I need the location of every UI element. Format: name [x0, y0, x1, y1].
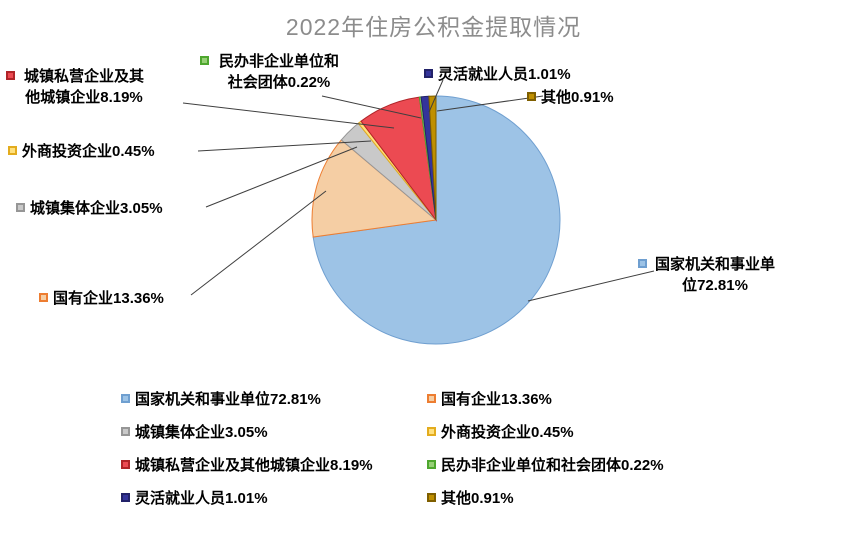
- category-name: 国家机关和事业单位: [135, 391, 271, 408]
- data-label-private-enterprises: 城镇私营企业及其他城镇企业8.19%: [6, 66, 148, 108]
- category-pct: 72.81%: [697, 277, 748, 294]
- pie-slices: [311, 95, 561, 345]
- leader-line-state-owned: [190, 190, 327, 296]
- legend-label: 灵活就业人员1.01%: [135, 487, 268, 508]
- legend-marker-foreign-invested-icon: [427, 427, 436, 436]
- marker-state-organs-icon: [638, 259, 647, 268]
- data-label-foreign-invested: 外商投资企业0.45%: [8, 141, 155, 162]
- category-name: 国家机关和事业单位: [654, 256, 775, 294]
- leader-line-ngo: [321, 95, 422, 119]
- category-name: 城镇私营企业及其他城镇企业: [23, 68, 144, 106]
- category-pct: 13.36%: [113, 290, 164, 307]
- leader-line-flexible-employment: [428, 79, 444, 113]
- data-label-text: 民办非企业单位和社会团体0.22%: [214, 51, 344, 93]
- legend-marker-collective-icon: [121, 427, 130, 436]
- legend-label: 外商投资企业0.45%: [441, 421, 574, 442]
- data-label-text: 城镇私营企业及其他城镇企业8.19%: [20, 66, 148, 108]
- legend-item-flexible-employment: 灵活就业人员1.01%: [121, 487, 427, 508]
- legend-item-state-organs: 国家机关和事业单位72.81%: [121, 388, 427, 409]
- legend-label: 其他0.91%: [441, 487, 514, 508]
- category-name: 城镇集体企业: [30, 200, 121, 217]
- leader-line-private-enterprises: [182, 102, 395, 129]
- category-pct: 8.19%: [330, 457, 373, 474]
- leader-line-collective: [205, 146, 358, 208]
- legend-item-foreign-invested: 外商投资企业0.45%: [427, 421, 807, 442]
- category-name: 国有企业: [441, 391, 502, 408]
- legend-label: 城镇集体企业3.05%: [135, 421, 268, 442]
- legend-item-state-owned: 国有企业13.36%: [427, 388, 807, 409]
- data-label-text: 外商投资企业0.45%: [22, 141, 155, 162]
- legend-label: 城镇私营企业及其他城镇企业8.19%: [135, 454, 373, 475]
- leader-line-state-organs: [527, 270, 655, 302]
- data-label-flexible-employment: 灵活就业人员1.01%: [424, 64, 571, 85]
- data-label-text: 灵活就业人员1.01%: [438, 64, 571, 85]
- category-name: 国有企业: [53, 290, 114, 307]
- legend-marker-private-enterprises-icon: [121, 460, 130, 469]
- data-label-text: 国家机关和事业单位72.81%: [652, 254, 778, 296]
- chart-title: 2022年住房公积金提取情况: [285, 14, 582, 40]
- legend-marker-flexible-employment-icon: [121, 493, 130, 502]
- legend-label: 国家机关和事业单位72.81%: [135, 388, 321, 409]
- category-pct: 8.19%: [100, 89, 143, 106]
- category-pct: 0.45%: [112, 143, 155, 160]
- marker-other-icon: [527, 92, 536, 101]
- category-name: 城镇私营企业及其他城镇企业: [135, 457, 331, 474]
- category-name: 其他: [441, 490, 472, 507]
- data-label-text: 其他0.91%: [541, 87, 614, 108]
- category-pct: 0.22%: [287, 74, 331, 91]
- leader-lines: [182, 79, 655, 302]
- category-pct: 72.81%: [270, 391, 321, 408]
- category-pct: 3.05%: [120, 200, 163, 217]
- legend-label: 国有企业13.36%: [441, 388, 552, 409]
- legend-item-private-enterprises: 城镇私营企业及其他城镇企业8.19%: [121, 454, 427, 475]
- data-label-state-organs: 国家机关和事业单位72.81%: [638, 254, 778, 296]
- category-name: 灵活就业人员: [438, 66, 529, 83]
- category-pct: 3.05%: [225, 424, 268, 441]
- data-label-text: 国有企业13.36%: [53, 288, 164, 309]
- category-pct: 1.01%: [225, 490, 268, 507]
- data-label-state-owned: 国有企业13.36%: [39, 288, 164, 309]
- legend-label: 民办非企业单位和社会团体0.22%: [441, 454, 664, 475]
- legend-marker-other-icon: [427, 493, 436, 502]
- category-name: 城镇集体企业: [135, 424, 226, 441]
- category-pct: 13.36%: [501, 391, 552, 408]
- data-label-text: 城镇集体企业3.05%: [30, 198, 163, 219]
- legend-marker-state-owned-icon: [427, 394, 436, 403]
- marker-foreign-invested-icon: [8, 146, 17, 155]
- category-pct: 0.45%: [531, 424, 574, 441]
- marker-collective-icon: [16, 203, 25, 212]
- marker-private-enterprises-icon: [6, 71, 15, 80]
- category-pct: 0.91%: [471, 490, 514, 507]
- legend-item-other: 其他0.91%: [427, 487, 807, 508]
- category-name: 其他: [541, 89, 572, 106]
- leader-line-foreign-invested: [197, 140, 372, 152]
- category-pct: 1.01%: [528, 66, 571, 83]
- data-label-ngo: 民办非企业单位和社会团体0.22%: [200, 51, 344, 93]
- category-name: 灵活就业人员: [135, 490, 226, 507]
- legend-item-collective: 城镇集体企业3.05%: [121, 421, 427, 442]
- leader-line-other: [436, 95, 544, 112]
- category-name: 外商投资企业: [441, 424, 532, 441]
- data-label-collective: 城镇集体企业3.05%: [16, 198, 163, 219]
- marker-ngo-icon: [200, 56, 209, 65]
- category-name: 外商投资企业: [22, 143, 113, 160]
- legend-marker-state-organs-icon: [121, 394, 130, 403]
- marker-flexible-employment-icon: [424, 69, 433, 78]
- marker-state-owned-icon: [39, 293, 48, 302]
- legend-marker-ngo-icon: [427, 460, 436, 469]
- chart-legend: 国家机关和事业单位72.81% 国有企业13.36% 城镇集体企业3.05% 外…: [121, 382, 807, 514]
- category-pct: 0.91%: [571, 89, 614, 106]
- pie-slice-1: [311, 139, 438, 238]
- category-pct: 0.22%: [621, 457, 664, 474]
- category-name: 民办非企业单位和社会团体: [218, 53, 339, 91]
- legend-item-ngo: 民办非企业单位和社会团体0.22%: [427, 454, 807, 475]
- category-name: 民办非企业单位和社会团体: [441, 457, 622, 474]
- data-label-other: 其他0.91%: [527, 87, 614, 108]
